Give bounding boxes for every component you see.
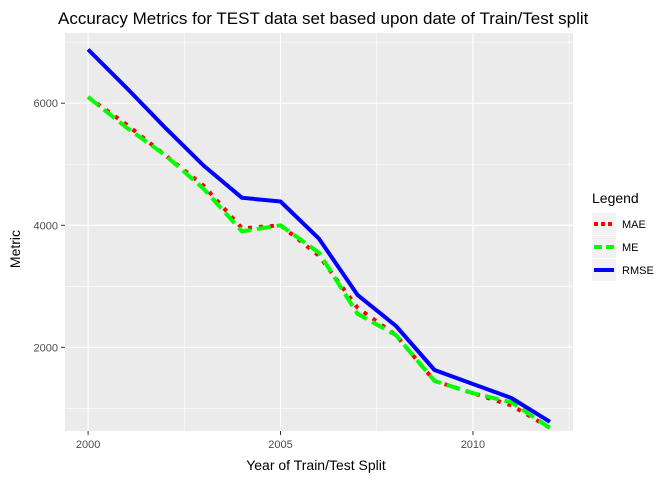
axis-ticks: 2000 2005 2010 2000 4000 6000 <box>34 98 486 451</box>
y-tick-label: 6000 <box>34 98 58 110</box>
y-axis-title: Metric <box>7 230 23 268</box>
series-line-me <box>86 95 552 430</box>
legend-title: Legend <box>592 190 639 206</box>
y-tick-label: 2000 <box>34 342 58 354</box>
chart-title: Accuracy Metrics for TEST data set based… <box>58 9 589 28</box>
series-lines <box>86 48 552 430</box>
x-axis-title: Year of Train/Test Split <box>246 457 386 473</box>
x-tick-label: 2000 <box>76 439 100 451</box>
legend-label-me: ME <box>622 242 639 254</box>
legend-label-mae: MAE <box>622 219 646 231</box>
x-tick-label: 2010 <box>461 439 485 451</box>
legend-label-rmse: RMSE <box>622 265 654 277</box>
plot-panel <box>65 33 573 431</box>
y-tick-label: 4000 <box>34 220 58 232</box>
legend: Legend MAE ME RMSE <box>592 190 654 281</box>
series-line-rmse <box>86 48 551 424</box>
legend-key-me <box>592 236 616 258</box>
x-tick-label: 2005 <box>268 439 292 451</box>
